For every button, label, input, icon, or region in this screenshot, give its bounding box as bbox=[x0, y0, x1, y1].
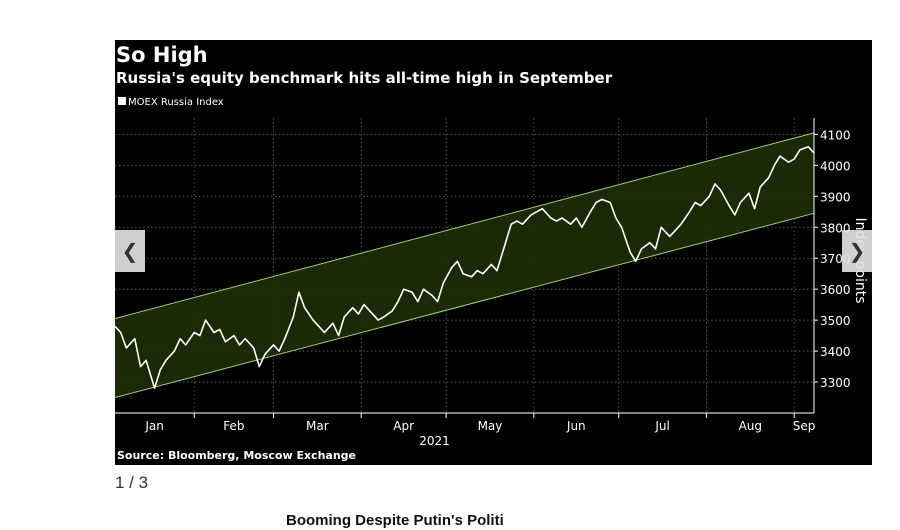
y-tick-label: 3400 bbox=[820, 345, 851, 359]
channel-lower-line bbox=[115, 212, 815, 399]
y-tick-label: 3500 bbox=[820, 314, 851, 328]
channel-upper-line bbox=[115, 132, 815, 320]
y-tick-label: 3300 bbox=[820, 376, 851, 390]
x-tick-label: Mar bbox=[306, 419, 329, 433]
y-tick-label: 4100 bbox=[820, 128, 851, 142]
chart-subtitle: Russia's equity benchmark hits all-time … bbox=[116, 69, 613, 87]
next-article-headline[interactable]: Booming Despite Putin's Politi bbox=[286, 512, 504, 529]
x-tick-label: Apr bbox=[393, 419, 414, 433]
trend-channel bbox=[115, 132, 814, 398]
chevron-left-icon: ❮ bbox=[121, 239, 139, 263]
chart-legend: MOEX Russia Index bbox=[118, 96, 224, 110]
y-tick-label: 4000 bbox=[820, 159, 851, 173]
x-axis-title: 2021 bbox=[419, 434, 450, 448]
series-line-moex bbox=[115, 146, 815, 389]
x-tick-label: Jul bbox=[654, 419, 669, 433]
y-tick-label: 3600 bbox=[820, 283, 851, 297]
x-tick-label: Jun bbox=[566, 419, 586, 433]
x-tick-label: Sep bbox=[793, 419, 816, 433]
chevron-right-icon: ❯ bbox=[848, 239, 866, 263]
x-tick-label: May bbox=[478, 419, 503, 433]
next-slide-button[interactable]: ❯ bbox=[842, 230, 872, 272]
x-tick-label: Feb bbox=[223, 419, 244, 433]
x-tick-label: Jan bbox=[144, 419, 164, 433]
legend-swatch bbox=[118, 97, 126, 105]
legend-label: MOEX Russia Index bbox=[128, 97, 224, 108]
previous-slide-button[interactable]: ❮ bbox=[115, 230, 145, 272]
chart-panel: 3300 3400 3500 3600 3700 3800 3900 4000 4100 Jan F… bbox=[115, 40, 872, 465]
chart-source: Source: Bloomberg, Moscow Exchange bbox=[117, 449, 356, 462]
chart-title: So High bbox=[116, 43, 208, 67]
x-tick-label: Aug bbox=[739, 419, 762, 433]
slide-counter: 1 / 3 bbox=[115, 473, 149, 492]
y-tick-label: 3900 bbox=[820, 190, 851, 204]
